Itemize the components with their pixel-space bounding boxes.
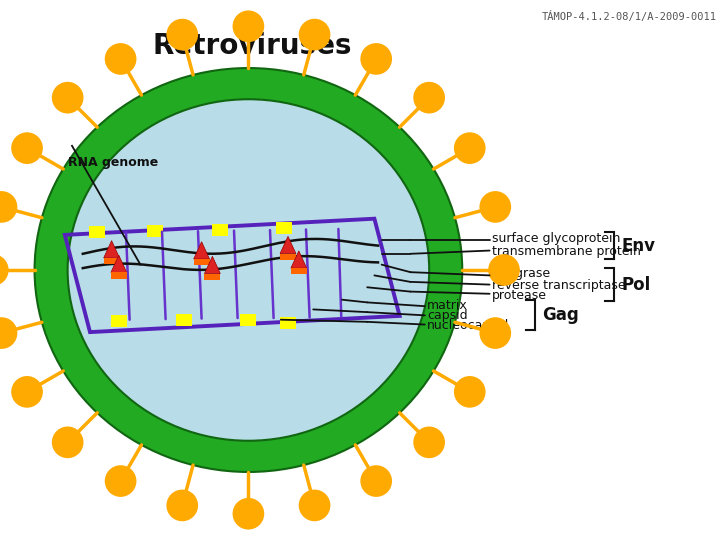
Polygon shape <box>104 241 120 258</box>
Text: surface glycoprotein: surface glycoprotein <box>492 232 620 245</box>
Ellipse shape <box>35 68 462 472</box>
Text: protease: protease <box>492 289 546 302</box>
Ellipse shape <box>105 43 137 75</box>
Polygon shape <box>104 258 120 264</box>
Polygon shape <box>280 237 296 254</box>
Polygon shape <box>204 274 220 280</box>
Text: Pol: Pol <box>621 275 651 294</box>
Text: Gag: Gag <box>542 306 579 325</box>
Polygon shape <box>194 259 210 265</box>
Bar <box>240 314 256 326</box>
Bar <box>89 226 105 238</box>
Bar <box>176 314 192 326</box>
Ellipse shape <box>12 132 43 164</box>
Text: transmembrane protein: transmembrane protein <box>492 245 641 258</box>
Ellipse shape <box>413 82 445 113</box>
Bar <box>280 317 296 329</box>
Ellipse shape <box>480 317 511 349</box>
Polygon shape <box>194 242 210 259</box>
Bar <box>276 222 292 234</box>
Text: Env: Env <box>621 237 655 255</box>
Ellipse shape <box>0 317 17 349</box>
Ellipse shape <box>233 10 264 42</box>
Text: RNA genome: RNA genome <box>68 156 158 168</box>
Text: reverse transcriptase: reverse transcriptase <box>492 279 626 292</box>
Polygon shape <box>291 268 307 274</box>
Polygon shape <box>204 256 220 274</box>
Ellipse shape <box>104 465 136 497</box>
Ellipse shape <box>454 132 485 164</box>
Polygon shape <box>111 273 127 279</box>
Ellipse shape <box>68 99 429 441</box>
Polygon shape <box>291 251 307 268</box>
Ellipse shape <box>361 465 392 497</box>
Text: matrix: matrix <box>427 299 468 312</box>
Ellipse shape <box>233 498 264 530</box>
Ellipse shape <box>299 490 330 521</box>
Bar <box>212 224 228 236</box>
Ellipse shape <box>12 376 43 408</box>
Polygon shape <box>280 254 296 260</box>
Ellipse shape <box>166 490 198 521</box>
Ellipse shape <box>480 191 511 223</box>
Text: nucleocapsid: nucleocapsid <box>427 319 509 332</box>
Bar <box>111 315 127 327</box>
Ellipse shape <box>413 427 445 458</box>
Ellipse shape <box>488 254 520 286</box>
Text: integrase: integrase <box>492 267 551 280</box>
Text: Retroviruses: Retroviruses <box>152 32 352 60</box>
Text: TÁMOP-4.1.2-08/1/A-2009-0011: TÁMOP-4.1.2-08/1/A-2009-0011 <box>541 11 716 22</box>
Ellipse shape <box>166 19 198 50</box>
Text: capsid: capsid <box>427 309 467 322</box>
Ellipse shape <box>0 254 9 286</box>
Bar <box>147 225 163 237</box>
Ellipse shape <box>361 43 392 75</box>
Ellipse shape <box>299 19 330 50</box>
Ellipse shape <box>52 427 84 458</box>
Ellipse shape <box>454 376 485 408</box>
Ellipse shape <box>0 191 17 223</box>
Polygon shape <box>111 255 127 273</box>
Ellipse shape <box>52 82 84 113</box>
